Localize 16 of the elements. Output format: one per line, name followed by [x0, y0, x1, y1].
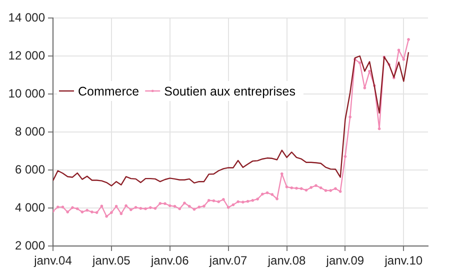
- legend-label: Soutien aux entreprises: [164, 84, 296, 98]
- y-tick-label: 6 000: [14, 162, 46, 176]
- y-tick-label: 8 000: [14, 124, 46, 138]
- y-tick-label: 10 000: [8, 86, 46, 100]
- x-tick-label: janv.10: [384, 254, 423, 268]
- y-tick-label: 14 000: [8, 10, 46, 24]
- x-tick-label: janv.08: [266, 254, 306, 268]
- x-tick-label: janv.06: [150, 254, 190, 268]
- y-tick-label: 2 000: [14, 238, 46, 252]
- x-tick-label: janv.04: [33, 254, 72, 268]
- y-tick-label: 12 000: [8, 48, 46, 62]
- x-tick-label: janv.05: [92, 254, 131, 268]
- legend-label: Commerce: [78, 84, 140, 98]
- y-tick-label: 4 000: [14, 200, 46, 214]
- x-tick-label: janv.09: [325, 254, 364, 268]
- x-tick-label: janv.07: [208, 254, 248, 268]
